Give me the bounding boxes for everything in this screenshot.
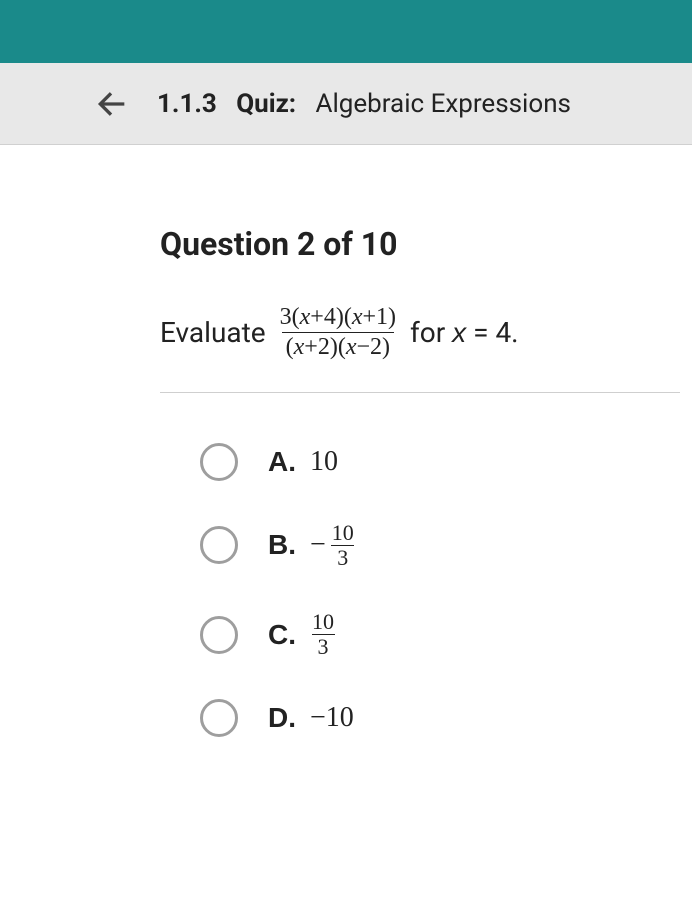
back-arrow-icon[interactable] (95, 88, 127, 120)
option-value: −10 (310, 702, 354, 734)
radio-icon[interactable] (200, 616, 238, 654)
prompt-expression: 3(x+4)(x+1) (x+2)(x−2) (276, 303, 400, 362)
option-value: 10 3 (310, 610, 336, 659)
option-b[interactable]: B. − 10 3 (200, 521, 692, 570)
expr-denominator: (x+2)(x−2) (282, 332, 394, 362)
prompt-trail: for x = 4. (410, 316, 519, 349)
answer-options: A. 10 B. − 10 3 C. 10 3 (160, 443, 692, 738)
breadcrumb-title: Algebraic Expressions (315, 89, 571, 119)
option-letter: C. (268, 619, 296, 651)
breadcrumb-text: 1.1.3 Quiz: Algebraic Expressions (157, 89, 571, 119)
option-d[interactable]: D. −10 (200, 699, 692, 737)
prompt-lead: Evaluate (160, 316, 266, 349)
radio-icon[interactable] (200, 443, 238, 481)
option-letter: D. (268, 702, 296, 734)
option-fraction: 10 3 (310, 610, 336, 659)
breadcrumb-bar: 1.1.3 Quiz: Algebraic Expressions (0, 63, 692, 145)
option-a[interactable]: A. 10 (200, 443, 692, 481)
radio-icon[interactable] (200, 526, 238, 564)
divider (160, 392, 680, 393)
question-content: Question 2 of 10 Evaluate 3(x+4)(x+1) (x… (0, 145, 692, 737)
option-c[interactable]: C. 10 3 (200, 610, 692, 659)
option-value: 10 (310, 446, 338, 478)
radio-icon[interactable] (200, 699, 238, 737)
breadcrumb-type: Quiz: (236, 89, 296, 119)
question-prompt: Evaluate 3(x+4)(x+1) (x+2)(x−2) for x = … (160, 303, 692, 362)
top-bar (0, 0, 692, 63)
negative-sign: − (310, 529, 326, 561)
expr-numerator: 3(x+4)(x+1) (276, 303, 400, 332)
option-letter: A. (268, 446, 296, 478)
question-heading: Question 2 of 10 (160, 225, 692, 263)
option-value: − 10 3 (310, 521, 356, 570)
option-letter: B. (268, 529, 296, 561)
option-fraction: 10 3 (330, 521, 356, 570)
breadcrumb-section: 1.1.3 (157, 89, 217, 119)
